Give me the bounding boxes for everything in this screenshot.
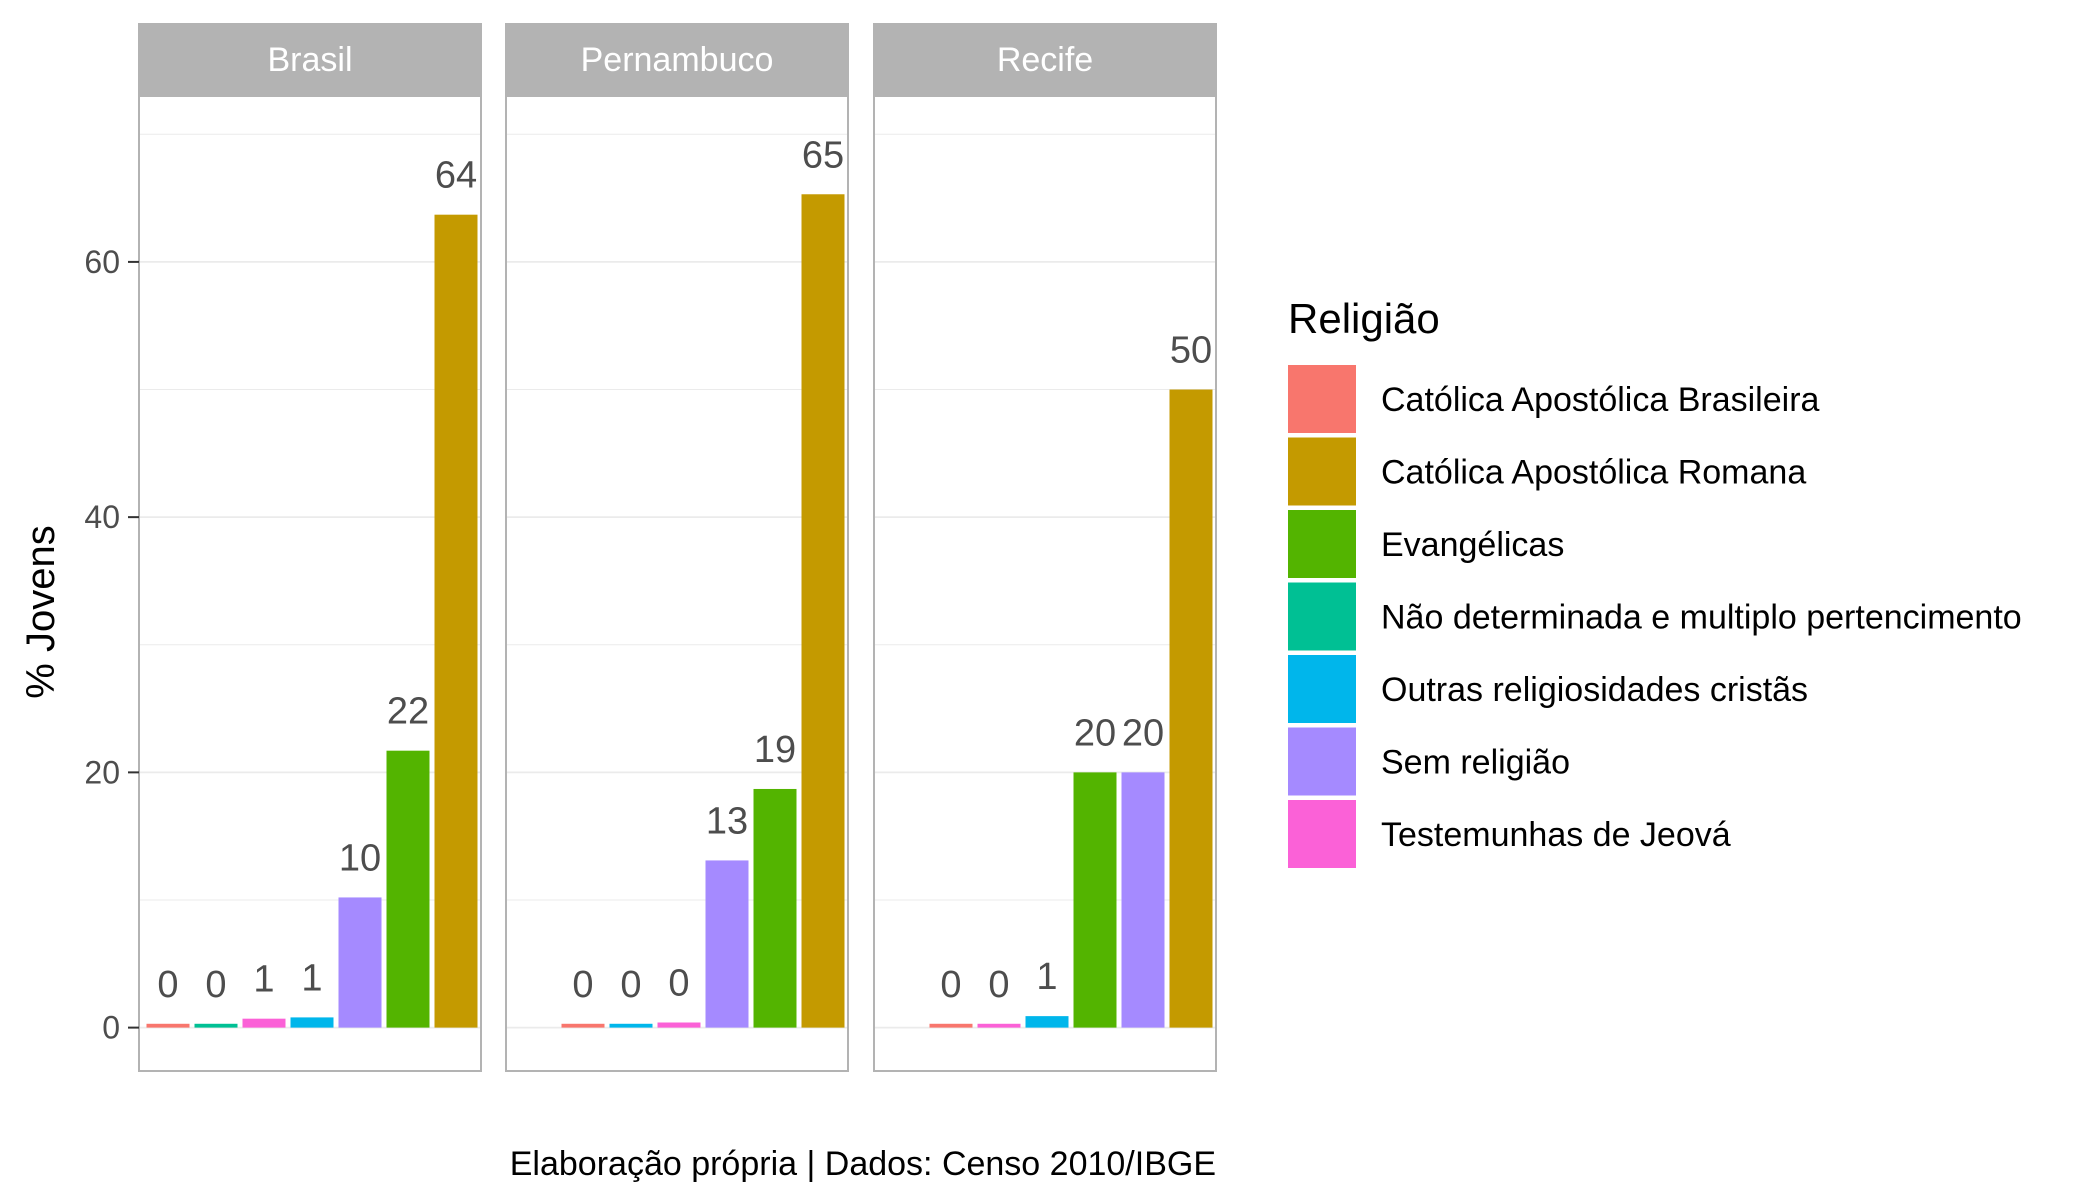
bar-pernambuco-3 bbox=[705, 860, 749, 1028]
legend-label: Evangélicas bbox=[1381, 526, 1564, 564]
legend-swatch bbox=[1288, 800, 1356, 868]
data-label: 0 bbox=[940, 964, 961, 1006]
bar-brasil-0 bbox=[146, 1023, 190, 1028]
data-label: 19 bbox=[754, 729, 796, 771]
bar-brasil-4 bbox=[338, 897, 382, 1028]
data-label: 20 bbox=[1122, 712, 1164, 754]
data-label: 0 bbox=[205, 964, 226, 1006]
bar-brasil-3 bbox=[290, 1017, 334, 1028]
facet-strip bbox=[873, 23, 1217, 95]
data-label: 10 bbox=[339, 837, 381, 879]
bar-brasil-1 bbox=[194, 1023, 238, 1028]
bar-brasil-5 bbox=[386, 750, 430, 1028]
data-label: 0 bbox=[988, 964, 1009, 1006]
bar-brasil-6 bbox=[434, 214, 478, 1028]
legend-swatch bbox=[1288, 510, 1356, 578]
data-label: 0 bbox=[572, 964, 593, 1006]
data-label: 1 bbox=[1036, 956, 1057, 998]
panel-background bbox=[874, 96, 1216, 1071]
y-axis-title: % Jovens bbox=[19, 525, 63, 698]
panel-background bbox=[139, 96, 481, 1071]
legend-item: Católica Apostólica Brasileira bbox=[1288, 365, 1820, 433]
bar-pernambuco-1 bbox=[609, 1023, 653, 1028]
legend-swatch bbox=[1288, 437, 1356, 506]
data-label: 65 bbox=[802, 134, 844, 176]
panel-background bbox=[506, 96, 848, 1071]
facet-label: Brasil bbox=[267, 41, 352, 79]
data-label: 1 bbox=[253, 959, 274, 1001]
data-label: 0 bbox=[620, 964, 641, 1006]
legend-item: Sem religião bbox=[1288, 727, 1570, 796]
y-tick-label: 60 bbox=[84, 244, 120, 280]
legend-item: Não determinada e multiplo pertencimento bbox=[1288, 582, 2022, 651]
bar-recife-0 bbox=[929, 1023, 973, 1028]
panel-border bbox=[138, 95, 482, 1072]
legend-item: Católica Apostólica Romana bbox=[1288, 437, 1806, 506]
data-label: 1 bbox=[301, 957, 322, 999]
bar-brasil-2 bbox=[242, 1018, 286, 1028]
bar-pernambuco-4 bbox=[753, 788, 797, 1028]
data-label: 64 bbox=[435, 155, 477, 197]
data-label: 20 bbox=[1074, 712, 1116, 754]
legend-swatch bbox=[1288, 365, 1356, 433]
bar-pernambuco-2 bbox=[657, 1022, 701, 1028]
bar-recife-1 bbox=[977, 1023, 1021, 1028]
bar-recife-2 bbox=[1025, 1016, 1069, 1028]
legend-label: Católica Apostólica Brasileira bbox=[1381, 381, 1820, 419]
y-axis-ticks: 0 20 40 60 bbox=[84, 244, 139, 1046]
facet-label: Recife bbox=[997, 41, 1093, 79]
bar-recife-4 bbox=[1121, 772, 1165, 1028]
bar-recife-3 bbox=[1073, 772, 1117, 1028]
legend-item: Outras religiosidades cristãs bbox=[1288, 655, 1808, 723]
bar-recife-5 bbox=[1169, 389, 1213, 1028]
data-label: 22 bbox=[387, 691, 429, 733]
legend-swatch bbox=[1288, 582, 1356, 651]
y-tick-label: 40 bbox=[84, 499, 120, 535]
legend-item: Evangélicas bbox=[1288, 510, 1564, 578]
data-label: 50 bbox=[1170, 330, 1212, 372]
facet-strip bbox=[138, 23, 482, 95]
legend-label: Não determinada e multiplo pertencimento bbox=[1381, 599, 2022, 637]
data-label: 0 bbox=[668, 963, 689, 1005]
facet-strip bbox=[505, 23, 849, 95]
legend-label: Sem religião bbox=[1381, 744, 1570, 782]
caption: Elaboração própria | Dados: Censo 2010/I… bbox=[510, 1145, 1216, 1183]
bar-pernambuco-5 bbox=[801, 194, 845, 1028]
legend-label: Outras religiosidades cristãs bbox=[1381, 671, 1808, 709]
bar-pernambuco-0 bbox=[561, 1023, 605, 1028]
legend-label: Católica Apostólica Romana bbox=[1381, 454, 1806, 492]
panel-border bbox=[505, 95, 849, 1072]
panel-border bbox=[873, 95, 1217, 1072]
legend: Religião Católica Apostólica Brasileira C… bbox=[1288, 295, 2022, 868]
data-label: 13 bbox=[706, 800, 748, 842]
legend-title: Religião bbox=[1288, 295, 1440, 342]
facet-label: Pernambuco bbox=[581, 41, 774, 79]
data-label: 0 bbox=[157, 964, 178, 1006]
legend-item: Testemunhas de Jeová bbox=[1288, 800, 1731, 868]
y-tick-label: 0 bbox=[102, 1010, 120, 1046]
legend-swatch bbox=[1288, 655, 1356, 723]
y-tick-label: 20 bbox=[84, 754, 120, 790]
legend-swatch bbox=[1288, 727, 1356, 796]
legend-label: Testemunhas de Jeová bbox=[1381, 816, 1731, 854]
